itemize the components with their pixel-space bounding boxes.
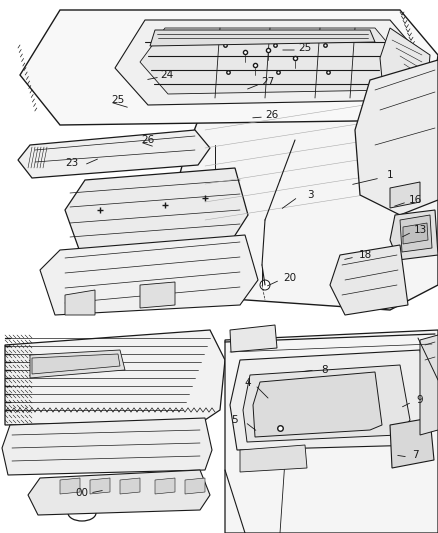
Polygon shape <box>140 282 175 308</box>
Text: 5: 5 <box>232 415 238 425</box>
Text: 20: 20 <box>283 273 297 283</box>
Text: 7: 7 <box>412 450 418 460</box>
Polygon shape <box>380 28 430 115</box>
Polygon shape <box>355 60 438 215</box>
Polygon shape <box>20 10 438 125</box>
Polygon shape <box>65 168 248 252</box>
Polygon shape <box>32 354 120 374</box>
Polygon shape <box>150 30 375 46</box>
Polygon shape <box>390 210 438 260</box>
Text: 16: 16 <box>408 195 422 205</box>
Polygon shape <box>243 365 410 442</box>
Polygon shape <box>2 418 212 475</box>
Text: 9: 9 <box>417 395 423 405</box>
Polygon shape <box>390 418 434 468</box>
Polygon shape <box>390 182 420 208</box>
Polygon shape <box>230 325 277 352</box>
Polygon shape <box>18 130 210 178</box>
Polygon shape <box>155 478 175 494</box>
Polygon shape <box>230 350 430 450</box>
Text: 24: 24 <box>160 70 173 80</box>
Polygon shape <box>40 235 258 315</box>
Polygon shape <box>115 20 420 105</box>
Ellipse shape <box>399 191 411 199</box>
Polygon shape <box>30 350 125 378</box>
Polygon shape <box>420 335 438 435</box>
Text: 8: 8 <box>321 365 328 375</box>
Polygon shape <box>330 245 408 315</box>
Circle shape <box>260 280 270 290</box>
Text: 26: 26 <box>141 135 155 145</box>
Text: 25: 25 <box>298 43 311 53</box>
Polygon shape <box>240 445 307 472</box>
Text: 13: 13 <box>413 225 427 235</box>
Polygon shape <box>28 470 210 515</box>
Text: 26: 26 <box>265 110 279 120</box>
Text: 1: 1 <box>387 170 393 180</box>
Polygon shape <box>225 330 438 533</box>
Text: 25: 25 <box>111 95 125 105</box>
Text: 18: 18 <box>358 250 371 260</box>
Polygon shape <box>5 330 225 425</box>
Polygon shape <box>185 478 205 494</box>
Text: 00: 00 <box>75 488 88 498</box>
Polygon shape <box>120 478 140 494</box>
Polygon shape <box>403 223 428 244</box>
Text: 27: 27 <box>261 77 275 87</box>
Text: 4: 4 <box>245 378 251 388</box>
Polygon shape <box>90 478 110 494</box>
Polygon shape <box>400 215 432 252</box>
Text: 3: 3 <box>307 190 313 200</box>
Polygon shape <box>65 290 95 315</box>
Polygon shape <box>140 28 400 94</box>
Text: 23: 23 <box>65 158 79 168</box>
Polygon shape <box>162 80 438 310</box>
Polygon shape <box>253 372 382 437</box>
Polygon shape <box>60 478 80 494</box>
